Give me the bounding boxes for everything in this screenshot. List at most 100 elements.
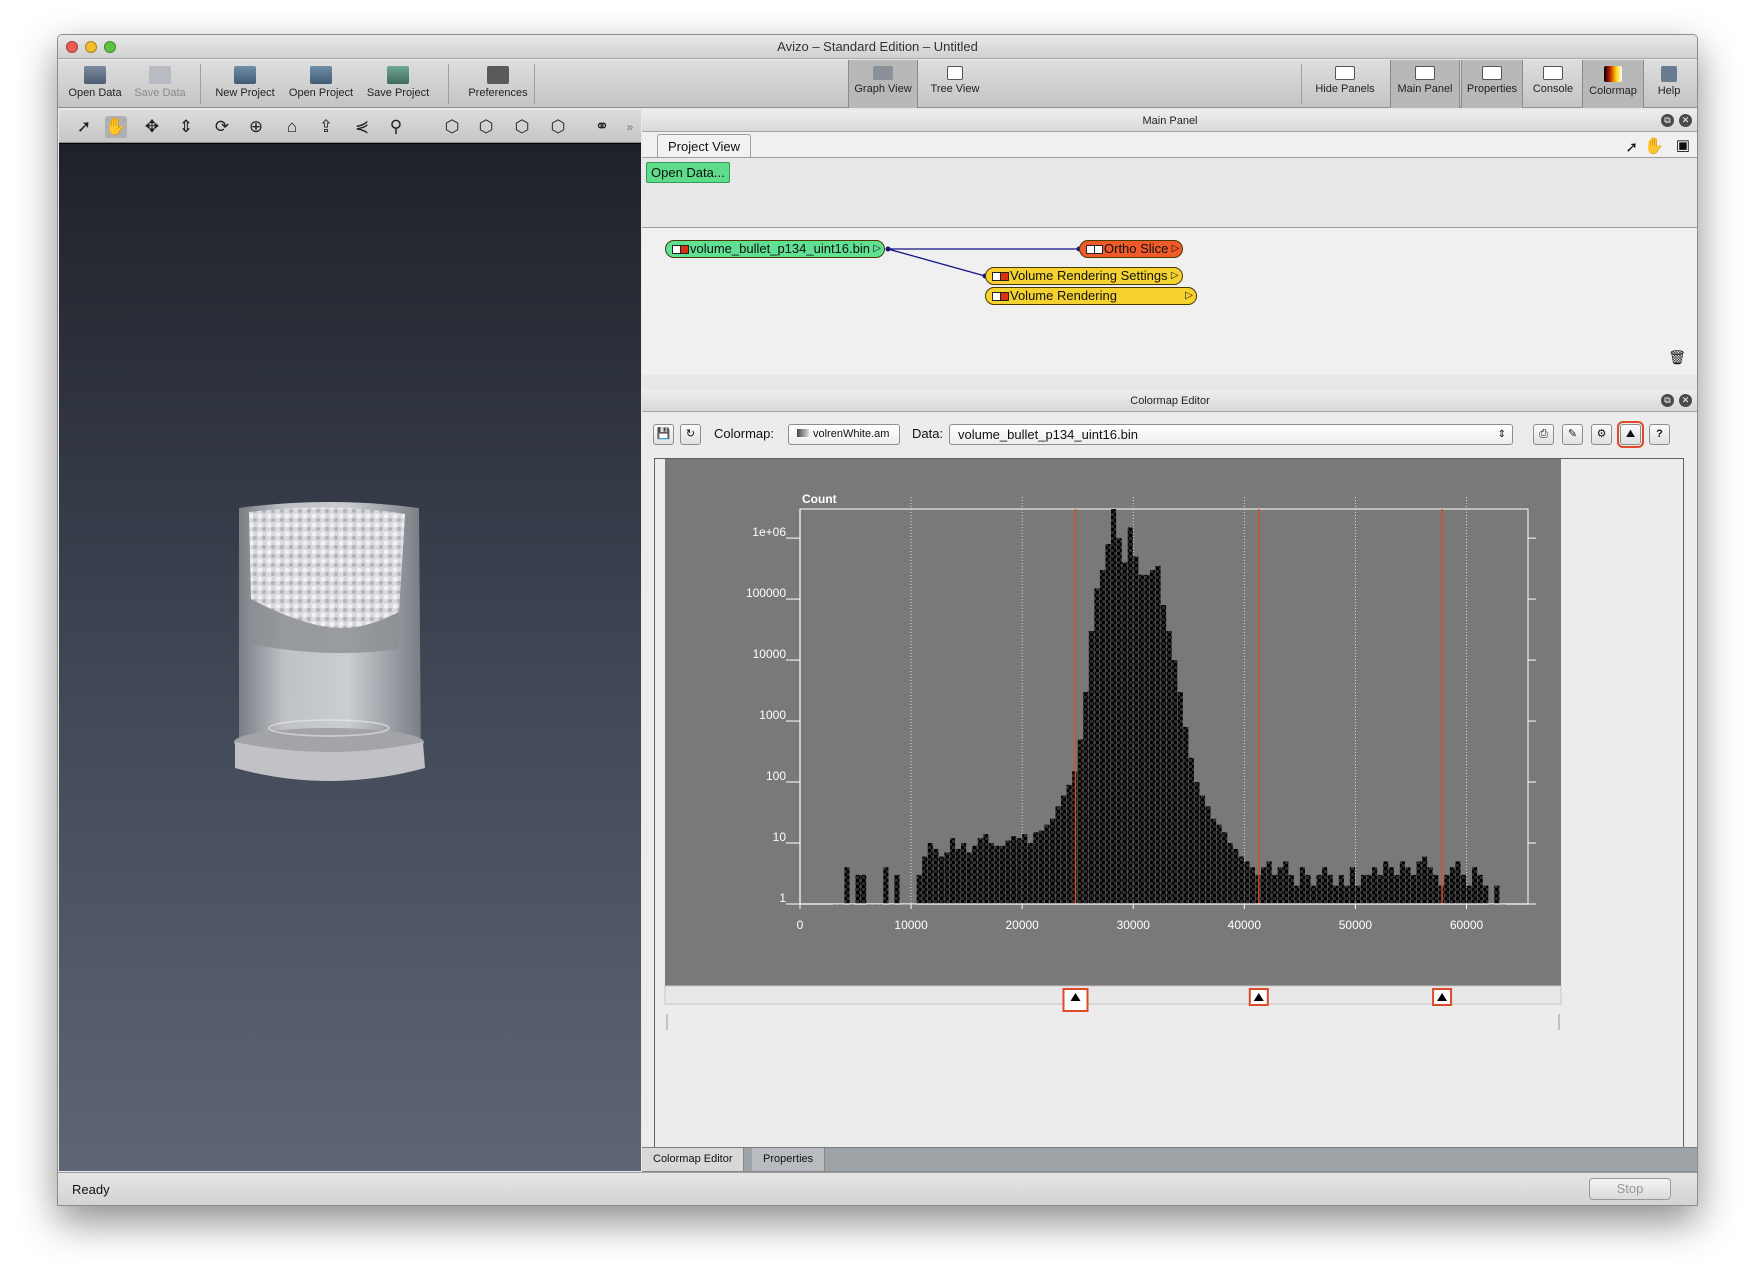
x-tick-label: 10000 xyxy=(894,918,928,932)
volume-rendering-node[interactable]: Volume Rendering ▷ xyxy=(985,287,1197,305)
histogram-bar xyxy=(1438,885,1444,904)
save-colormap-button[interactable]: 💾 xyxy=(653,424,674,445)
main-panel-button[interactable]: Main Panel xyxy=(1390,60,1460,108)
x-tick-label: 0 xyxy=(797,918,804,932)
toolbar-separator xyxy=(200,64,201,104)
histogram-bar xyxy=(1455,861,1461,904)
histogram-bar xyxy=(1355,885,1361,904)
histogram-bar xyxy=(1255,874,1261,904)
histogram-bar xyxy=(994,845,1000,904)
refresh-icon[interactable]: ↻ xyxy=(680,424,701,445)
ortho-slice-node[interactable]: Ortho Slice ▷ xyxy=(1079,240,1184,258)
pointer-icon[interactable]: ➚ xyxy=(1625,139,1638,156)
colormap-button[interactable]: Colormap xyxy=(1582,60,1644,108)
histogram-bar xyxy=(1094,588,1100,904)
chevron-right-icon: ▷ xyxy=(1170,270,1179,281)
zoom-window-button[interactable] xyxy=(104,41,116,53)
histogram-bar xyxy=(916,874,922,904)
hand-icon[interactable]: ✋ xyxy=(1644,138,1664,155)
seek-icon[interactable]: ⊕ xyxy=(248,117,264,136)
data-node[interactable]: volume_bullet_p134_uint16.bin ▷ xyxy=(665,240,885,258)
measure-icon[interactable]: ⚲ xyxy=(389,117,403,136)
close-window-button[interactable] xyxy=(66,41,78,53)
rotate-icon[interactable]: ⟳ xyxy=(214,117,230,136)
volume-rendering-settings-node[interactable]: Volume Rendering Settings ▷ xyxy=(985,267,1183,285)
properties-button[interactable]: Properties xyxy=(1461,60,1523,108)
histogram-bar xyxy=(949,838,956,904)
view-yz-icon[interactable]: ⬡ xyxy=(444,117,460,136)
properties-icon xyxy=(1482,66,1502,80)
rendered-volume xyxy=(234,502,425,781)
open-data-button[interactable]: Open Data... xyxy=(646,162,730,183)
graph-view-icon xyxy=(873,66,893,80)
histogram-bar xyxy=(922,856,928,904)
close-panel-icon[interactable]: ✕ xyxy=(1679,394,1692,407)
tab-project-view[interactable]: Project View xyxy=(657,134,752,158)
histogram-bar xyxy=(1061,795,1067,904)
histogram-bar xyxy=(972,845,978,904)
save-project-icon xyxy=(387,66,409,84)
histogram-bar xyxy=(1111,509,1117,904)
tree-view-button[interactable]: Tree View xyxy=(922,60,988,108)
close-panel-icon[interactable]: ✕ xyxy=(1679,114,1692,127)
help-button[interactable]: ? xyxy=(1649,424,1670,445)
view-xy-icon[interactable]: ⬡ xyxy=(514,117,530,136)
histogram-bar xyxy=(1394,874,1400,904)
open-data-button[interactable]: Open Data xyxy=(64,60,126,108)
export-icon[interactable]: ⎙ xyxy=(1533,424,1554,445)
pointer-icon[interactable]: ➚ xyxy=(76,117,92,136)
undock-icon[interactable]: ⧉ xyxy=(1661,394,1674,407)
x-tick-label: 30000 xyxy=(1117,918,1151,932)
data-label: Data: xyxy=(912,426,944,441)
y-axis-label: Count xyxy=(802,492,837,506)
minimize-window-button[interactable] xyxy=(85,41,97,53)
histogram-bar xyxy=(1377,874,1383,904)
hand-icon[interactable]: ✋ xyxy=(105,116,127,138)
colormap-select[interactable]: volrenWhite.am xyxy=(788,424,900,445)
tab-properties[interactable]: Properties xyxy=(752,1148,826,1171)
stereo-icon[interactable]: ⚭ xyxy=(594,117,610,136)
help-button[interactable]: Help xyxy=(1646,60,1692,108)
panel-tab-strip: Colormap Editor Properties xyxy=(642,1147,1697,1171)
colormap-thumb-icon xyxy=(797,429,809,437)
colormap-icon xyxy=(1604,66,1622,82)
histogram-bar xyxy=(955,848,961,904)
save-project-button[interactable]: Save Project xyxy=(362,60,434,108)
view-3d-icon[interactable]: ⬡ xyxy=(550,117,566,136)
histogram-view-icon[interactable]: ⛰ xyxy=(1617,421,1644,448)
histogram-bar xyxy=(1388,867,1394,904)
hide-panels-button[interactable]: Hide Panels xyxy=(1306,60,1384,108)
more-tools-icon[interactable]: » xyxy=(626,120,634,134)
render-canvas[interactable] xyxy=(59,144,641,1171)
layout-icon[interactable]: ▣ xyxy=(1675,137,1690,154)
view-xz-icon[interactable]: ⬡ xyxy=(478,117,494,136)
view-all-icon[interactable]: ⋞ xyxy=(354,117,370,136)
main-panel-title: Main Panel xyxy=(1142,115,1198,127)
open-project-icon xyxy=(310,66,332,84)
preferences-button[interactable]: Preferences xyxy=(456,60,540,108)
home-icon[interactable]: ⌂ xyxy=(286,117,298,136)
trash-icon[interactable]: 🗑 xyxy=(1668,349,1686,365)
histogram-bar xyxy=(1027,843,1033,904)
data-select[interactable]: volume_bullet_p134_uint16.bin ⇕ xyxy=(949,424,1513,445)
edit-icon[interactable]: ✎ xyxy=(1562,424,1583,445)
project-view-area: Project View ➚ ✋ ▣ Open Data... volume_b… xyxy=(642,132,1697,375)
tab-colormap-editor[interactable]: Colormap Editor xyxy=(642,1148,745,1171)
stop-button[interactable]: Stop xyxy=(1589,1178,1671,1200)
main-toolbar: Open Data Save Data New Project Open Pro… xyxy=(58,60,1697,108)
chevron-right-icon: ▷ xyxy=(1185,290,1193,301)
graph-view-button[interactable]: Graph View xyxy=(848,60,918,108)
marker-arrow-icon xyxy=(1070,993,1081,1001)
y-tick-label: 100 xyxy=(766,769,786,783)
pan-icon[interactable]: ✥ xyxy=(144,117,160,136)
open-project-button[interactable]: Open Project xyxy=(284,60,358,108)
lock-icon[interactable]: ⚙ xyxy=(1591,424,1612,445)
zoom-icon[interactable]: ⇕ xyxy=(178,117,194,136)
toolbar-separator xyxy=(534,64,535,104)
console-button[interactable]: Console xyxy=(1525,60,1581,108)
undock-icon[interactable]: ⧉ xyxy=(1661,114,1674,127)
set-home-icon[interactable]: ⇪ xyxy=(318,117,334,136)
save-data-button[interactable]: Save Data xyxy=(130,60,190,108)
new-project-button[interactable]: New Project xyxy=(210,60,280,108)
histogram-bar xyxy=(1183,726,1189,904)
